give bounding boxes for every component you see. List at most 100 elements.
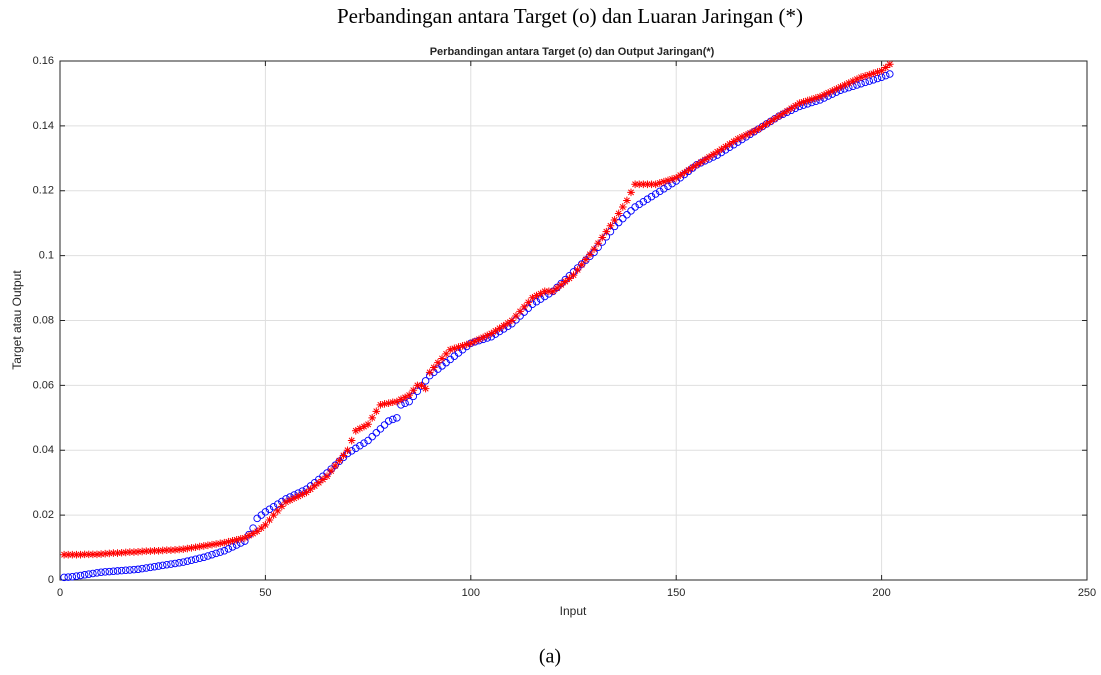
output-marker	[512, 312, 520, 320]
output-marker	[824, 88, 832, 97]
output-marker	[536, 289, 545, 298]
target-marker	[89, 569, 97, 578]
output-marker	[261, 521, 270, 529]
output-marker	[72, 550, 81, 559]
output-marker	[446, 345, 455, 354]
target-marker	[660, 185, 668, 193]
output-marker	[713, 148, 722, 156]
target-marker	[109, 567, 118, 575]
output-marker	[684, 166, 693, 174]
target-marker	[639, 198, 648, 206]
output-marker	[647, 180, 656, 189]
output-marker	[430, 363, 438, 372]
target-marker	[200, 553, 208, 562]
output-marker	[503, 319, 512, 327]
output-marker	[142, 547, 151, 555]
output-marker	[618, 203, 627, 211]
output-marker	[865, 70, 874, 79]
target-marker	[158, 561, 167, 570]
x-tick-label: 200	[872, 587, 890, 599]
output-marker	[803, 96, 812, 105]
output-marker	[598, 233, 607, 242]
output-marker	[228, 536, 237, 545]
target-marker	[619, 214, 627, 223]
output-marker	[282, 498, 290, 506]
target-marker	[372, 428, 381, 437]
output-marker	[573, 266, 582, 274]
output-marker	[877, 66, 886, 75]
target-marker	[60, 573, 68, 582]
target-marker	[208, 550, 216, 559]
output-marker	[113, 549, 122, 557]
target-marker	[656, 187, 664, 196]
output-marker	[692, 161, 701, 169]
output-marker	[236, 535, 245, 543]
output-marker	[754, 125, 763, 133]
target-marker	[269, 502, 278, 511]
target-marker	[212, 549, 220, 558]
output-marker	[89, 550, 97, 559]
output-marker	[278, 502, 286, 511]
output-marker	[163, 546, 171, 554]
output-marker	[101, 549, 109, 558]
output-marker	[458, 342, 467, 350]
target-marker	[623, 211, 631, 219]
output-marker	[360, 422, 368, 431]
target-marker	[142, 564, 151, 572]
target-marker	[631, 203, 639, 211]
output-marker	[849, 77, 857, 85]
y-tick-label: 0.04	[33, 444, 54, 456]
output-marker	[191, 543, 200, 552]
output-marker	[828, 87, 837, 95]
output-marker	[594, 239, 602, 248]
target-marker	[384, 417, 393, 425]
output-marker	[672, 173, 680, 182]
output-marker	[126, 548, 134, 556]
output-marker	[80, 550, 89, 559]
output-marker	[479, 333, 487, 342]
x-tick-label: 0	[57, 587, 63, 599]
output-marker	[105, 549, 114, 558]
output-marker	[602, 227, 611, 236]
target-marker	[179, 558, 187, 566]
output-marker	[249, 529, 257, 538]
output-marker	[245, 531, 253, 540]
output-marker	[561, 277, 570, 286]
output-marker	[857, 73, 865, 82]
output-marker	[109, 549, 118, 557]
target-marker	[886, 70, 894, 78]
target-marker	[97, 568, 105, 576]
output-marker	[795, 99, 804, 107]
output-marker	[158, 546, 167, 555]
target-marker	[393, 414, 401, 422]
output-marker	[257, 524, 266, 532]
output-marker	[138, 547, 146, 556]
output-marker	[631, 180, 639, 189]
output-marker	[721, 142, 730, 151]
target-marker	[105, 567, 114, 576]
output-marker	[339, 451, 348, 460]
target-marker	[204, 552, 212, 560]
target-marker	[881, 71, 890, 80]
target-marker	[388, 415, 397, 424]
target-marker	[360, 439, 368, 447]
output-marker	[701, 155, 709, 164]
output-marker	[64, 550, 73, 559]
target-marker	[130, 565, 138, 574]
output-marker	[442, 350, 450, 358]
target-marker	[85, 570, 93, 578]
output-marker	[499, 321, 508, 330]
output-marker	[117, 548, 126, 557]
output-marker	[844, 79, 853, 87]
x-tick-label: 100	[462, 587, 480, 599]
output-marker	[204, 541, 212, 550]
output-marker	[614, 209, 623, 218]
output-marker	[643, 180, 652, 189]
grid	[59, 60, 1088, 581]
output-marker	[154, 547, 163, 555]
output-marker	[171, 546, 179, 554]
y-tick-label: 0.1	[39, 250, 54, 262]
output-marker	[438, 354, 446, 363]
output-marker	[475, 335, 483, 344]
